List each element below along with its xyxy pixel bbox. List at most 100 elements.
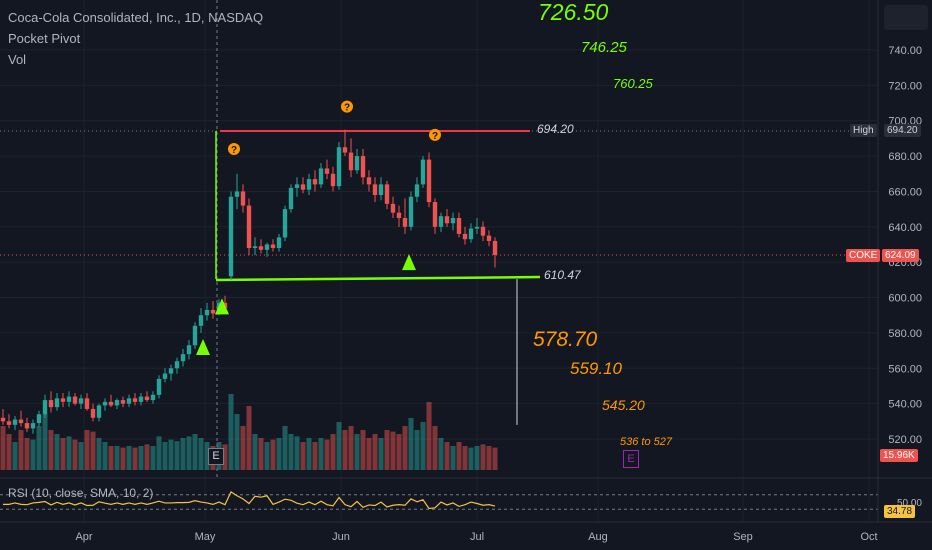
volume-bar: [42, 414, 48, 470]
volume-bar: [438, 438, 444, 470]
volume-bar: [174, 441, 180, 470]
volume-bar: [60, 438, 66, 470]
candle-body: [414, 184, 420, 197]
volume-bar: [78, 442, 84, 470]
volume-bar: [468, 447, 474, 470]
volume-bar: [108, 446, 114, 470]
indicator-volume-legend[interactable]: Vol: [8, 52, 27, 67]
candle-body: [198, 315, 204, 326]
earnings-marker-future[interactable]: E: [623, 450, 639, 468]
volume-bar: [312, 442, 318, 470]
volume-bar: [156, 436, 162, 470]
candle-body: [360, 156, 366, 178]
volume-bar: [402, 426, 408, 470]
candle-body: [426, 159, 432, 203]
candle-body: [150, 394, 156, 401]
volume-bar: [462, 446, 468, 470]
candle-body: [60, 398, 66, 402]
volume-bar: [486, 446, 492, 470]
pocket-pivot-triangle: [402, 254, 416, 271]
target-down-4-label: 536 to 527: [620, 436, 672, 448]
volume-value-tag: 15.96K: [880, 449, 918, 462]
candle-body: [330, 173, 336, 187]
volume-bar: [132, 447, 138, 470]
candle-body: [204, 309, 210, 316]
rsi-line: [3, 491, 496, 510]
candle-body: [66, 396, 72, 402]
volume-bar: [336, 422, 342, 470]
rsi-tick-label: 50.00: [897, 498, 922, 509]
indicator-pocket-pivot-legend[interactable]: Pocket Pivot: [8, 31, 81, 46]
chart-title-legend[interactable]: Coca-Cola Consolidated, Inc., 1D, NASDAQ: [8, 10, 264, 25]
target-up-1-label: 726.50: [538, 0, 609, 25]
toolbar-placeholder[interactable]: [884, 5, 928, 30]
event-icon-label: ?: [231, 145, 237, 156]
volume-bar: [114, 446, 120, 470]
candle-body: [384, 184, 390, 204]
candle-body: [246, 205, 252, 249]
volume-bar: [204, 442, 210, 470]
volume-bar: [282, 426, 288, 470]
volume-bar: [54, 434, 60, 470]
candle-body: [354, 156, 360, 171]
resistance-price-label: 694.20: [537, 122, 574, 136]
volume-bar: [396, 434, 402, 470]
volume-bar: [24, 438, 30, 470]
volume-bar: [12, 442, 18, 470]
candle-body: [186, 345, 192, 355]
y-tick-label: 520.00: [888, 434, 922, 446]
candle-body: [288, 187, 294, 210]
x-tick-label: Sep: [733, 531, 753, 543]
volume-bar: [390, 431, 396, 470]
y-tick-label: 680.00: [888, 151, 922, 163]
volume-bar: [366, 438, 372, 470]
candle-body: [456, 217, 462, 234]
candle-body: [126, 398, 132, 404]
volume-bar: [288, 434, 294, 470]
price-levels: [0, 0, 878, 478]
volume-bars: [0, 394, 498, 470]
volume-bar: [426, 402, 432, 470]
candle-body: [306, 179, 312, 190]
volume-bar: [180, 438, 186, 470]
volume-bar: [456, 442, 462, 470]
volume-bar: [360, 430, 366, 470]
candle-body: [102, 401, 108, 406]
volume-bar: [252, 434, 258, 470]
volume-bar: [198, 438, 204, 470]
target-down-2-label: 559.10: [570, 359, 622, 378]
high-tag-label: High: [850, 124, 877, 137]
candle-body: [180, 354, 186, 362]
volume-bar: [246, 406, 252, 470]
earnings-marker-past[interactable]: E: [208, 448, 224, 465]
candle-body: [390, 203, 396, 213]
rsi-legend[interactable]: RSI (10, close, SMA, 10, 2): [8, 486, 154, 500]
candle-body: [168, 368, 174, 374]
y-tick-label: 540.00: [888, 399, 922, 411]
volume-bar: [48, 430, 54, 470]
volume-bar: [276, 438, 282, 470]
volume-bar: [240, 426, 246, 470]
candle-body: [36, 414, 42, 424]
high-tag-value: 694.20: [884, 124, 921, 137]
volume-bar: [258, 438, 264, 470]
candle-body: [6, 421, 12, 425]
candle-body: [438, 216, 444, 227]
target-down-1-label: 578.70: [533, 328, 598, 351]
candle-body: [492, 240, 498, 255]
pocket-pivot-triangle: [215, 298, 229, 315]
candle-body: [462, 233, 468, 240]
volume-bar: [6, 434, 12, 470]
volume-bar: [168, 439, 174, 470]
volume-bar: [294, 436, 300, 470]
y-tick-label: 640.00: [888, 222, 922, 234]
candle-body: [0, 417, 6, 422]
candle-body: [96, 405, 102, 418]
volume-bar: [144, 444, 150, 470]
volume-bar: [378, 438, 384, 470]
volume-bar: [432, 426, 438, 470]
event-icon: [341, 100, 353, 113]
volume-bar: [330, 434, 336, 470]
volume-bar: [408, 418, 414, 470]
